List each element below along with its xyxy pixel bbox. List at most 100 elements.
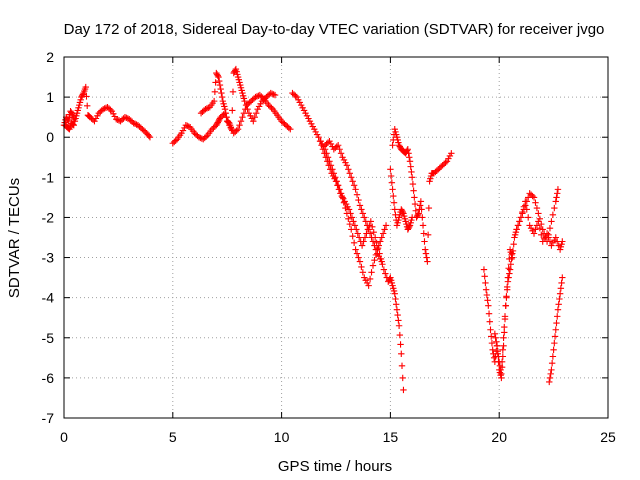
series-track-11 — [491, 250, 516, 378]
data-point — [414, 211, 422, 218]
data-point — [407, 163, 414, 170]
data-point — [210, 97, 218, 105]
data-point — [131, 120, 139, 128]
data-point — [486, 318, 493, 325]
data-point — [340, 199, 348, 206]
data-point — [366, 230, 374, 237]
data-point — [223, 113, 230, 121]
data-point — [500, 342, 507, 349]
data-point — [334, 182, 342, 189]
data-point — [214, 72, 221, 79]
data-point — [517, 214, 525, 221]
data-point — [267, 89, 274, 97]
data-point — [419, 222, 427, 229]
data-point — [271, 91, 279, 99]
data-point — [397, 341, 404, 348]
x-tick-label: 25 — [600, 429, 616, 445]
data-point — [228, 126, 235, 133]
series-track-6 — [317, 138, 390, 289]
data-point — [339, 194, 346, 201]
data-point — [342, 204, 349, 212]
data-point — [422, 246, 429, 253]
data-point — [501, 313, 509, 320]
data-point — [496, 362, 504, 370]
data-point — [408, 174, 416, 181]
data-point — [368, 234, 375, 241]
ticks-layer — [63, 56, 609, 419]
data-point — [343, 162, 351, 169]
data-point — [82, 83, 89, 91]
data-point — [396, 331, 404, 339]
data-point — [423, 254, 430, 261]
data-point — [217, 85, 224, 93]
data-point — [84, 102, 91, 110]
chart-title: Day 172 of 2018, Sidereal Day-to-day VTE… — [64, 21, 605, 38]
data-point — [354, 230, 361, 237]
data-point — [549, 353, 557, 360]
y-tick-label: 1 — [46, 89, 54, 105]
data-point — [392, 295, 399, 303]
data-point — [362, 218, 369, 225]
data-point — [369, 262, 377, 269]
data-point — [480, 266, 488, 273]
data-point — [356, 202, 364, 209]
data-point — [558, 279, 565, 287]
data-point — [216, 77, 223, 85]
series-track-7 — [321, 138, 385, 265]
data-point — [418, 206, 425, 213]
data-point — [368, 269, 375, 276]
data-point — [343, 210, 351, 217]
data-point — [372, 246, 380, 253]
data-point — [411, 200, 419, 208]
data-point — [68, 110, 76, 118]
data-point — [79, 91, 87, 98]
data-point — [406, 154, 413, 161]
data-point — [509, 250, 516, 257]
data-point — [551, 204, 558, 212]
data-point — [349, 178, 356, 185]
data-point — [348, 226, 355, 233]
data-point — [545, 231, 552, 239]
data-point — [202, 133, 210, 140]
data-point — [145, 132, 153, 140]
data-point — [83, 93, 90, 100]
data-point — [359, 269, 367, 276]
data-point — [485, 310, 493, 317]
data-point — [355, 254, 362, 261]
data-point — [315, 134, 322, 141]
data-point — [324, 154, 332, 161]
data-point — [330, 170, 338, 177]
data-point — [503, 294, 510, 301]
y-tick-label: -2 — [42, 209, 55, 225]
data-point — [130, 119, 137, 127]
data-point — [353, 250, 361, 257]
data-point — [502, 302, 509, 309]
data-point — [408, 214, 416, 221]
data-point — [424, 231, 432, 239]
data-point — [99, 105, 107, 113]
data-point — [492, 334, 499, 341]
data-point — [393, 301, 400, 308]
data-point — [348, 214, 356, 221]
data-point — [425, 204, 433, 212]
data-point — [379, 230, 387, 237]
data-point — [405, 150, 412, 157]
data-point — [270, 91, 277, 98]
data-point — [539, 226, 546, 233]
data-point — [554, 306, 562, 313]
data-point — [327, 162, 335, 169]
data-point — [234, 126, 242, 133]
data-point — [513, 226, 520, 233]
data-point — [399, 208, 406, 216]
data-point — [361, 214, 368, 221]
series-track-5 — [289, 89, 407, 394]
data-point — [420, 230, 427, 237]
data-point — [255, 92, 262, 99]
y-axis-label: SDTVAR / TECUs — [6, 178, 23, 298]
data-point — [546, 378, 553, 386]
data-point — [536, 215, 544, 222]
data-point — [398, 350, 405, 358]
data-point — [222, 109, 229, 117]
data-point — [121, 113, 129, 121]
data-point — [388, 179, 396, 186]
